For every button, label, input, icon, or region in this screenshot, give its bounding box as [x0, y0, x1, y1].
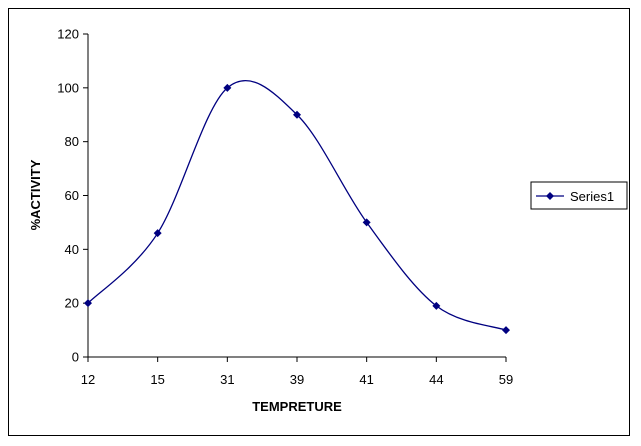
chart-area [8, 8, 630, 436]
x-tick-label: 44 [429, 372, 443, 387]
data-point [502, 326, 510, 335]
y-axis-title: %ACTIVITY [28, 159, 43, 230]
y-tick-label: 100 [57, 80, 79, 95]
x-tick-label: 31 [220, 372, 234, 387]
y-tick-label: 60 [65, 188, 79, 203]
x-tick-label: 59 [499, 372, 513, 387]
legend-label: Series1 [570, 189, 614, 204]
y-tick-label: 40 [65, 242, 79, 257]
y-tick-label: 80 [65, 134, 79, 149]
x-tick-label: 39 [290, 372, 304, 387]
x-axis-title: TEMPRETURE [252, 399, 342, 414]
data-point [84, 299, 92, 308]
x-tick-label: 15 [150, 372, 164, 387]
legend: Series1 [530, 181, 628, 210]
x-axis: 12 15 31 39 41 44 59 [81, 356, 513, 387]
data-point [432, 301, 441, 310]
data-point [362, 218, 371, 227]
y-tick-label: 120 [57, 27, 79, 42]
data-point [223, 83, 232, 92]
data-point [293, 110, 301, 119]
x-tick-label: 41 [359, 372, 373, 387]
legend-marker [546, 192, 554, 200]
x-tick-label: 12 [81, 372, 95, 387]
data-point [153, 229, 162, 238]
series-markers [84, 83, 510, 335]
y-axis: 0 20 40 60 80 100 120 [57, 27, 89, 365]
y-tick-label: 0 [72, 350, 79, 365]
y-tick-label: 20 [65, 296, 79, 311]
